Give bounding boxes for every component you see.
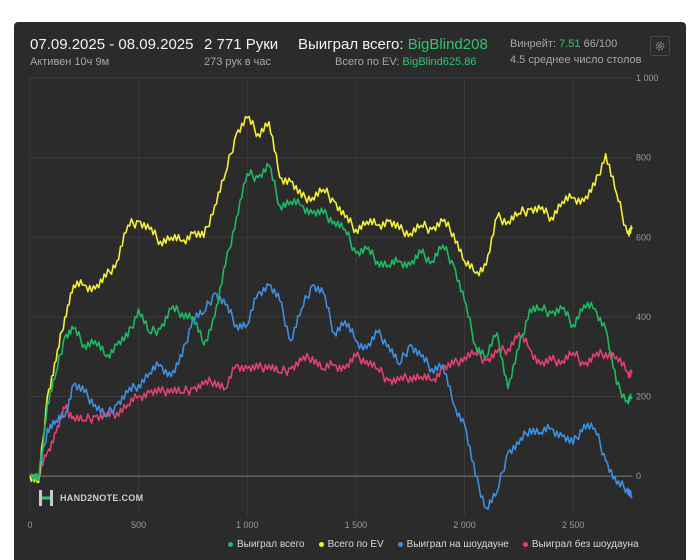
- gear-icon: [655, 41, 665, 51]
- x-tick-label: 2 500: [562, 520, 585, 530]
- legend-ev[interactable]: Всего по EV: [318, 539, 384, 550]
- y-tick-label: 600: [636, 232, 651, 242]
- x-tick-label: 0: [27, 520, 32, 530]
- x-tick-label: 1 000: [236, 520, 259, 530]
- active-time: Активен 10ч 9м: [30, 56, 110, 68]
- legend-nonshowdown-label: Выиграл без шоудауна: [531, 539, 639, 550]
- x-tick-label: 1 500: [345, 520, 368, 530]
- chart: 0 500 1 000 1 500 2 000 2 500 0 200 400 600 800 1 0…: [27, 73, 659, 530]
- legend-won-marker: [228, 542, 233, 547]
- total-ev-label: Всего по EV:: [335, 56, 400, 68]
- y-tick-label: 400: [636, 312, 651, 322]
- series-line-nonshowdown: [29, 331, 633, 483]
- winrate-value: 7.51: [559, 38, 581, 50]
- date-range: 07.09.2025 - 08.09.2025: [30, 36, 194, 53]
- legend-ev-marker: [318, 542, 324, 547]
- winrate-tail: 66/100: [583, 38, 618, 50]
- y-tick-label: 800: [636, 153, 651, 163]
- x-tick-label: 500: [131, 520, 146, 530]
- y-tick-label: 1 000: [636, 73, 659, 83]
- winrate: Винрейт: 7.51 66/100: [510, 38, 617, 50]
- winrate-label: Винрейт:: [510, 38, 557, 50]
- logo-icon: [39, 490, 53, 506]
- total-won-label: Выиграл всего:: [298, 36, 404, 53]
- x-tick-label: 2 000: [453, 520, 476, 530]
- hands-count: 2 771 Руки: [204, 36, 279, 53]
- series-line-won: [29, 162, 633, 482]
- y-tick-label: 200: [636, 392, 651, 402]
- legend-showdown-marker: [397, 542, 403, 547]
- chart-legend: Выиграл всего Всего по EV Выиграл на шоу…: [228, 539, 639, 550]
- total-ev: Всего по EV: BigBlind625.86: [335, 56, 476, 68]
- legend-won[interactable]: Выиграл всего: [228, 539, 305, 550]
- legend-showdown[interactable]: Выиграл на шоудауне: [397, 539, 509, 550]
- legend-ev-label: Всего по EV: [327, 539, 384, 550]
- legend-nonshowdown[interactable]: Выиграл без шоудауна: [522, 539, 639, 550]
- legend-won-label: Выиграл всего: [237, 539, 305, 550]
- series-line-ev: [29, 115, 633, 484]
- logo-text: HAND2NOTE.COM: [60, 493, 144, 503]
- total-won-value: BigBlind208: [407, 36, 488, 53]
- legend-showdown-label: Выиграл на шоудауне: [406, 539, 509, 550]
- hand2note-logo: HAND2NOTE.COM: [38, 489, 143, 507]
- total-ev-value: BigBlind625.86: [402, 56, 477, 68]
- avg-tables: 4.5 среднее число столов: [510, 54, 642, 66]
- settings-button[interactable]: [650, 36, 670, 56]
- y-tick-label: 0: [636, 471, 641, 481]
- total-won: Выиграл всего: BigBlind208: [298, 36, 488, 53]
- graph-panel: 07.09.2025 - 08.09.2025 Активен 10ч 9м 2…: [14, 22, 686, 560]
- hands-per-hour: 273 рук в час: [204, 56, 272, 68]
- series-line-showdown: [29, 282, 633, 511]
- legend-nonshowdown-marker: [522, 542, 528, 547]
